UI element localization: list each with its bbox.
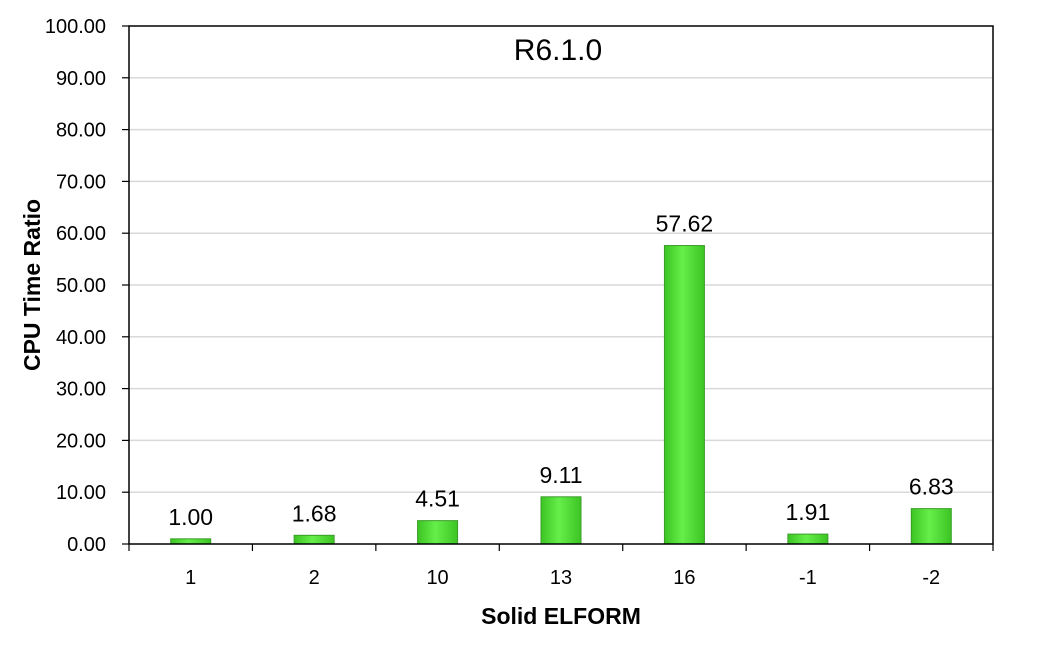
y-tick-label: 40.00 — [56, 327, 106, 349]
x-tick-label: -1 — [799, 567, 817, 589]
data-label: 4.51 — [415, 486, 460, 512]
data-label: 1.91 — [785, 499, 830, 525]
y-tick-label: 90.00 — [56, 68, 106, 90]
y-tick-label: 0.00 — [67, 534, 106, 556]
y-tick-label: 100.00 — [45, 16, 106, 38]
y-tick-label: 50.00 — [56, 275, 106, 297]
x-axis-ticks: 1 2 10 13 16 -1 -2 — [128, 544, 994, 589]
x-tick-label: 1 — [185, 567, 196, 589]
x-axis-title: Solid ELFORM — [481, 603, 641, 629]
data-labels: 1.00 1.68 4.51 9.11 57.62 1.91 6.83 — [168, 211, 953, 530]
y-tick-label: 60.00 — [56, 223, 106, 245]
x-tick-label: 13 — [550, 567, 572, 589]
y-tick-label: 20.00 — [56, 430, 106, 452]
data-label: 9.11 — [539, 462, 582, 488]
bar — [540, 496, 582, 545]
chart-title: R6.1.0 — [514, 34, 602, 67]
y-axis-title: CPU Time Ratio — [19, 199, 45, 371]
bar — [293, 534, 335, 545]
gridlines — [129, 77, 993, 493]
bar — [787, 533, 829, 545]
y-tick-label: 30.00 — [56, 379, 106, 401]
data-label: 1.00 — [168, 504, 213, 530]
bar — [170, 538, 212, 545]
bar — [663, 245, 705, 545]
data-label: 57.62 — [656, 211, 714, 237]
x-tick-label: 16 — [673, 567, 695, 589]
x-tick-label: -2 — [922, 567, 940, 589]
y-tick-label: 70.00 — [56, 171, 106, 193]
bar — [417, 520, 459, 545]
bar — [910, 508, 952, 545]
x-tick-label: 2 — [309, 567, 320, 589]
data-label: 1.68 — [292, 500, 337, 526]
data-label: 6.83 — [909, 474, 954, 500]
y-axis-ticks: 0.00 10.00 20.00 30.00 40.00 50.00 60.00 70.00 8… — [45, 16, 129, 556]
y-tick-label: 80.00 — [56, 120, 106, 142]
x-tick-label: 10 — [426, 567, 448, 589]
y-tick-label: 10.00 — [56, 482, 106, 504]
bars — [170, 245, 952, 545]
